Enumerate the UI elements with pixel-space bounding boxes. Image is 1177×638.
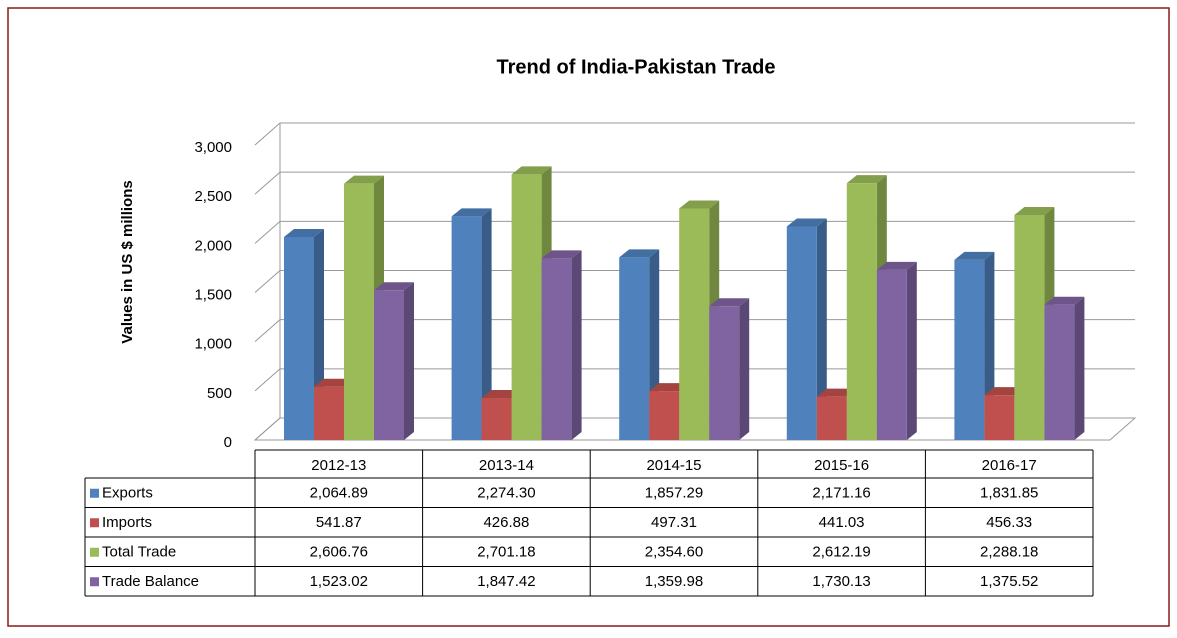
table-value: 426.88 (483, 514, 529, 531)
table-value: 2,274.30 (477, 485, 535, 502)
grid-line-side (254, 220, 281, 244)
bar-top (511, 166, 552, 175)
legend-label: Total Trade (102, 544, 176, 561)
y-axis-title: Values in US $ millions (119, 180, 136, 343)
table-value: 1,847.42 (477, 573, 535, 590)
y-tick-label: 2,500 (194, 188, 232, 205)
bar-top (954, 251, 995, 260)
chart-title: Trend of India-Pakistan Trade (497, 56, 776, 78)
grid-line-side (254, 122, 281, 146)
bar-top (679, 200, 720, 209)
x-tick-label: 2015-16 (814, 457, 869, 474)
table-value: 441.03 (819, 514, 865, 531)
table-value: 1,359.98 (645, 573, 703, 590)
bar (1044, 304, 1075, 440)
bar-side (571, 250, 582, 440)
bar (954, 259, 985, 440)
table-value: 2,288.18 (980, 544, 1038, 561)
bar-side (739, 298, 750, 440)
table-value: 456.33 (986, 514, 1032, 531)
grid-line-side (254, 319, 281, 343)
bar (481, 398, 512, 440)
bar-top (619, 249, 660, 258)
x-tick-label: 2016-17 (982, 457, 1037, 474)
grid-line-side (254, 368, 281, 392)
bar (451, 216, 482, 440)
table-value: 541.87 (316, 514, 362, 531)
legend-key (90, 547, 99, 557)
bar-top (481, 390, 522, 399)
bar-side (481, 208, 492, 440)
x-tick-label: 2012-13 (311, 457, 366, 474)
table-value: 2,701.18 (477, 544, 535, 561)
bar (846, 183, 877, 440)
y-tick-label: 0 (224, 434, 232, 451)
bar (786, 226, 817, 440)
table-value: 1,857.29 (645, 485, 703, 502)
y-tick-label: 3,000 (194, 139, 232, 156)
bar-top (284, 228, 324, 237)
x-tick-label: 2014-15 (646, 457, 701, 474)
bar (1014, 214, 1045, 440)
frame (7, 7, 1170, 627)
bar-top (1044, 296, 1085, 305)
bar-top (344, 175, 384, 184)
legend-key (90, 577, 99, 587)
bar-top (451, 208, 492, 217)
bar-top (541, 250, 582, 259)
bar (511, 174, 542, 440)
bar (619, 257, 650, 440)
table-value: 1,730.13 (812, 573, 870, 590)
bar-top (876, 261, 917, 270)
bar (314, 386, 344, 440)
bar-side (906, 261, 917, 440)
legend-label: Exports (102, 485, 153, 502)
grid-line-side (254, 270, 281, 293)
table-value: 1,523.02 (310, 573, 368, 590)
legend-label: Imports (102, 514, 152, 531)
y-tick-label: 1,000 (194, 336, 232, 353)
bar (709, 306, 740, 440)
table-value: 2,606.76 (310, 544, 368, 561)
y-tick-label: 2,000 (194, 237, 232, 254)
bar (284, 236, 314, 440)
bar-side (404, 282, 414, 440)
bar (374, 290, 404, 440)
bar-top (709, 298, 750, 307)
grid-line-side (254, 171, 281, 195)
bar-side (1074, 296, 1085, 440)
table-value: 1,831.85 (980, 485, 1038, 502)
table-value: 2,171.16 (812, 485, 870, 502)
bar-top (1014, 206, 1055, 215)
bar-top (786, 218, 827, 227)
bar (876, 269, 907, 440)
legend-label: Trade Balance (102, 573, 199, 590)
bar (816, 396, 847, 440)
bar (984, 395, 1015, 440)
bar (649, 391, 680, 440)
bar-top (374, 282, 414, 291)
table-value: 2,064.89 (310, 485, 368, 502)
bar (344, 183, 374, 441)
bar (679, 208, 710, 440)
legend-key (90, 488, 99, 498)
table-value: 2,612.19 (812, 544, 870, 561)
y-tick-label: 500 (207, 385, 232, 402)
grid-line-side (254, 417, 281, 441)
table-value: 1,375.52 (980, 573, 1038, 590)
bar-top (846, 175, 887, 184)
x-tick-label: 2013-14 (479, 457, 534, 474)
legend-key (90, 518, 99, 528)
bar (541, 258, 572, 440)
table-value: 497.31 (651, 514, 697, 531)
bar-side (816, 218, 827, 440)
table-value: 2,354.60 (645, 544, 703, 561)
y-tick-label: 1,500 (194, 286, 232, 303)
